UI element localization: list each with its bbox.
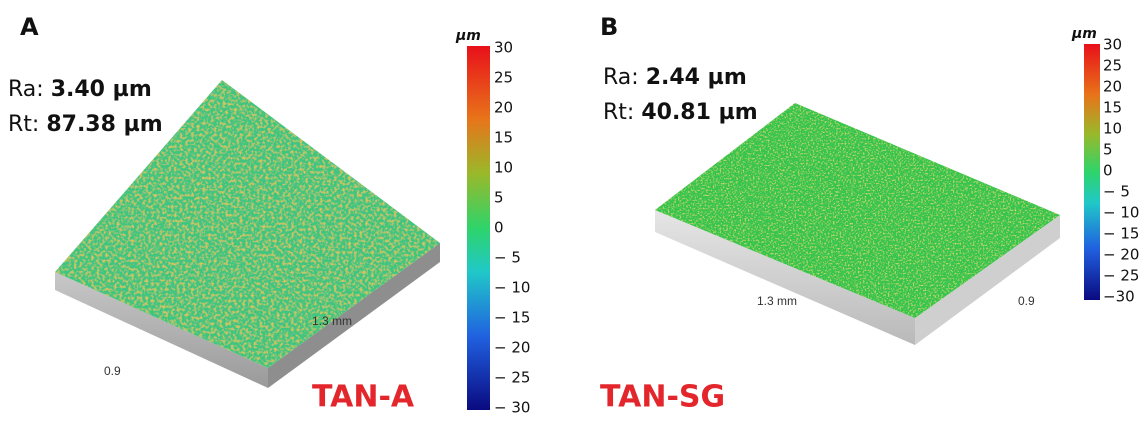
colorbar (1084, 44, 1100, 300)
ra-label: Ra: (603, 65, 639, 90)
colorbar-tick-label: 5 (494, 189, 504, 207)
colorbar-tick-label: 5 (1103, 141, 1113, 159)
colorbar-tick-label: 10 (1103, 120, 1122, 138)
colorbar-tick-label: − 10 (494, 279, 530, 297)
colorbar-tick-label: 0 (494, 219, 504, 237)
rt-value: 87.38 µm (46, 112, 162, 137)
colorbar-tick-label: − 5 (1103, 183, 1130, 201)
colorbar-tick-label: 30 (1103, 36, 1122, 54)
colorbar-tick-label: 0 (1103, 162, 1113, 180)
rt-label: Rt: (8, 112, 39, 137)
ra: Ra: 2.44 µm (603, 65, 747, 90)
colorbar-tick-label: − 20 (494, 339, 530, 357)
colorbar-tick-label: 20 (494, 99, 513, 117)
colorbar-tick-label: − 25 (494, 369, 530, 387)
colorbar-tick-label: − 10 (1103, 204, 1139, 222)
colorbar-tick-label: 25 (494, 69, 513, 87)
surface-a (55, 80, 440, 388)
width-label: 0.9 (1018, 294, 1035, 308)
ra-label: Ra: (8, 77, 44, 102)
colorbar-unit: µm (455, 28, 481, 44)
colorbar-tick-label: −30 (1103, 288, 1135, 306)
sample-name: TAN-SG (600, 380, 725, 415)
colorbar-tick-label: 30 (494, 39, 513, 57)
colorbar-tick-label: − 15 (494, 309, 530, 327)
colorbar-tick-label: − 20 (1103, 246, 1139, 264)
colorbar-tick-label: − 30 (494, 399, 530, 417)
surface-b (655, 103, 1060, 345)
panel-label: A (20, 13, 39, 41)
rt-value: 40.81 µm (641, 100, 757, 125)
ra-value: 3.40 µm (51, 77, 152, 102)
panel-a: A Ra: 3.40 µm Rt: 87.38 µm 1.3 mm 0.9 TA… (8, 13, 530, 417)
length-label: 1.3 mm (757, 294, 797, 308)
colorbar-tick-label: − 15 (1103, 225, 1139, 243)
colorbar-tick-label: 20 (1103, 78, 1122, 96)
colorbar-tick-label: 15 (494, 129, 513, 147)
colorbar-tick-label: − 25 (1103, 267, 1139, 285)
rt: Rt: 40.81 µm (603, 100, 758, 125)
ra: Ra: 3.40 µm (8, 77, 152, 102)
rt-label: Rt: (603, 100, 634, 125)
panel-b: B Ra: 2.44 µm Rt: 40.81 µm 1.3 mm 0.9 TA… (600, 13, 1139, 415)
colorbar-tick-label: 15 (1103, 99, 1122, 117)
panel-label: B (600, 13, 618, 41)
colorbar-tick-label: 25 (1103, 57, 1122, 75)
sample-name: TAN-A (312, 380, 415, 415)
colorbar-tick-label: − 5 (494, 249, 521, 267)
colorbar-unit: µm (1071, 26, 1097, 42)
colorbar-tick-label: 10 (494, 159, 513, 177)
length-label: 1.3 mm (312, 314, 352, 328)
rt: Rt: 87.38 µm (8, 112, 163, 137)
colorbar (467, 46, 490, 410)
width-label: 0.9 (104, 364, 121, 378)
ra-value: 2.44 µm (646, 65, 747, 90)
